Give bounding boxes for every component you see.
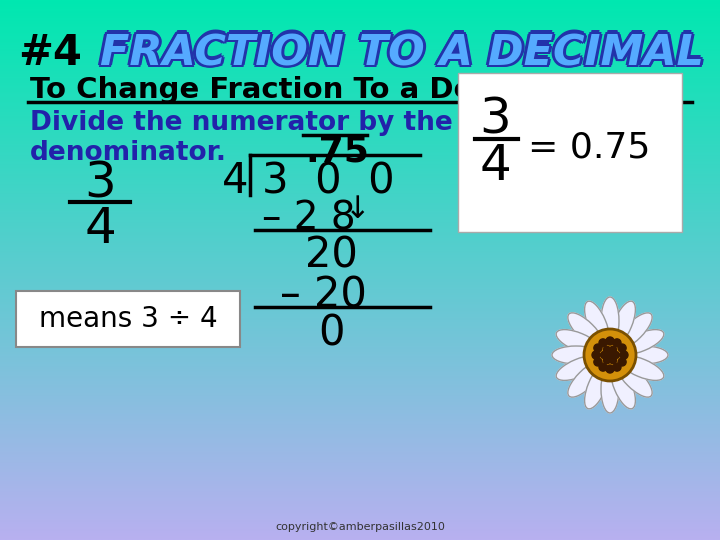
Text: FRACTION TO A DECIMAL: FRACTION TO A DECIMAL [100, 30, 704, 72]
Circle shape [599, 339, 607, 347]
Circle shape [594, 358, 602, 366]
Text: FRACTION TO A DECIMAL: FRACTION TO A DECIMAL [98, 30, 702, 72]
Text: 20: 20 [305, 235, 358, 277]
FancyBboxPatch shape [458, 73, 682, 232]
Text: .75: .75 [305, 135, 369, 169]
Circle shape [600, 352, 608, 359]
Ellipse shape [568, 313, 604, 349]
Text: FRACTION TO A DECIMAL: FRACTION TO A DECIMAL [100, 35, 704, 77]
Circle shape [610, 346, 616, 353]
Text: FRACTION TO A DECIMAL: FRACTION TO A DECIMAL [102, 34, 706, 76]
Text: To Change Fraction To a Decimal:: To Change Fraction To a Decimal: [30, 76, 572, 104]
Ellipse shape [556, 329, 601, 354]
Ellipse shape [611, 364, 636, 409]
Circle shape [592, 351, 600, 359]
Text: 3  0  0: 3 0 0 [262, 160, 395, 202]
Circle shape [606, 337, 614, 345]
Text: ↓: ↓ [345, 195, 371, 224]
Text: 3: 3 [479, 95, 511, 143]
Text: #4: #4 [18, 32, 82, 74]
Text: 3: 3 [84, 160, 116, 208]
Circle shape [603, 346, 611, 353]
Text: FRACTION TO A DECIMAL: FRACTION TO A DECIMAL [100, 29, 704, 71]
Text: = 0.75: = 0.75 [528, 131, 650, 165]
Text: 4: 4 [84, 205, 116, 253]
Circle shape [607, 352, 613, 358]
Text: means 3 ÷ 4: means 3 ÷ 4 [39, 305, 217, 333]
Ellipse shape [568, 361, 604, 397]
Circle shape [603, 357, 611, 364]
Ellipse shape [556, 356, 601, 380]
Text: FRACTION TO A DECIMAL: FRACTION TO A DECIMAL [100, 34, 704, 76]
Text: FRACTION TO A DECIMAL: FRACTION TO A DECIMAL [100, 32, 704, 74]
Text: FRACTION TO A DECIMAL: FRACTION TO A DECIMAL [98, 32, 702, 74]
Text: denominator.: denominator. [30, 140, 227, 166]
Circle shape [606, 365, 614, 373]
Ellipse shape [585, 301, 609, 346]
Text: FRACTION TO A DECIMAL: FRACTION TO A DECIMAL [98, 34, 702, 76]
Ellipse shape [619, 329, 664, 354]
Text: FRACTION TO A DECIMAL: FRACTION TO A DECIMAL [102, 30, 706, 72]
Ellipse shape [601, 297, 619, 345]
Circle shape [613, 352, 619, 359]
Circle shape [594, 344, 602, 352]
Ellipse shape [611, 301, 636, 346]
Circle shape [618, 358, 626, 366]
Text: – 2 8: – 2 8 [262, 200, 356, 238]
Circle shape [610, 357, 616, 364]
Text: FRACTION TO A DECIMAL: FRACTION TO A DECIMAL [97, 32, 701, 74]
Ellipse shape [619, 356, 664, 380]
Circle shape [613, 363, 621, 371]
Circle shape [620, 351, 628, 359]
Text: 4: 4 [479, 142, 511, 190]
Ellipse shape [585, 364, 609, 409]
Text: FRACTION TO A DECIMAL: FRACTION TO A DECIMAL [103, 32, 707, 74]
Circle shape [618, 344, 626, 352]
Text: copyright©amberpasillas2010: copyright©amberpasillas2010 [275, 522, 445, 532]
Ellipse shape [620, 346, 668, 364]
FancyBboxPatch shape [16, 291, 240, 347]
Circle shape [584, 329, 636, 381]
Text: 0: 0 [318, 312, 344, 354]
Text: FRACTION TO A DECIMAL: FRACTION TO A DECIMAL [102, 32, 706, 74]
Circle shape [613, 339, 621, 347]
Text: 4: 4 [222, 160, 248, 202]
Ellipse shape [552, 346, 600, 364]
Text: Divide the numerator by the: Divide the numerator by the [30, 110, 453, 136]
Text: – 20: – 20 [280, 275, 367, 317]
Circle shape [599, 363, 607, 371]
Ellipse shape [601, 365, 619, 413]
Ellipse shape [616, 313, 652, 349]
Ellipse shape [616, 361, 652, 397]
